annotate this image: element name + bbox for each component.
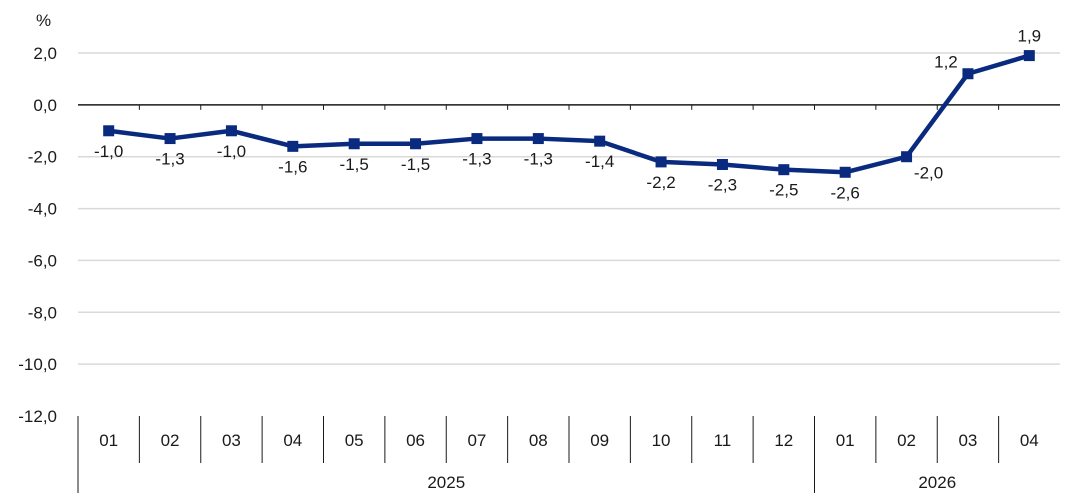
x-tick-label: 09: [590, 431, 609, 450]
data-label: -2,6: [831, 183, 860, 202]
data-point-marker: [655, 156, 667, 168]
data-label: 1,9: [1017, 27, 1041, 46]
data-point-marker: [778, 164, 790, 176]
data-label: -1,6: [278, 157, 307, 176]
x-tick-label: 08: [529, 431, 548, 450]
axes: [77, 104, 1060, 493]
x-tick-label: 06: [406, 431, 425, 450]
data-label: -1,3: [462, 150, 491, 169]
series-line: [103, 50, 1035, 178]
y-tick-label: -8,0: [28, 303, 57, 322]
data-label: -1,5: [401, 155, 430, 174]
x-tick-label: 10: [652, 431, 671, 450]
data-label: -2,5: [769, 181, 798, 200]
x-group-label: 2025: [427, 473, 465, 492]
x-tick-label: 02: [161, 431, 180, 450]
data-point-marker: [716, 158, 728, 170]
x-tick-label: 05: [345, 431, 364, 450]
data-label: -1,3: [524, 150, 553, 169]
data-point-marker: [962, 68, 974, 80]
x-axis-ticks: 01 02 03 04 05 06 07 08 09 10 11 12 01 02 03 04 2025 2026: [99, 431, 1039, 492]
data-point-marker: [164, 133, 176, 145]
data-label: -1,5: [340, 155, 369, 174]
data-point-marker: [471, 133, 483, 145]
data-label: -2,0: [914, 164, 943, 183]
y-tick-label: -10,0: [18, 355, 57, 374]
series-polyline: [108, 53, 1030, 175]
data-point-marker: [532, 133, 544, 145]
x-tick-label: 03: [222, 431, 241, 450]
y-tick-label: 0,0: [33, 96, 57, 115]
data-labels: -1,0 -1,3 -1,0 -1,6 -1,5 -1,5 -1,3 -1,3 -1,4 -2,2…: [94, 27, 1041, 203]
x-tick-label: 12: [774, 431, 793, 450]
data-point-marker: [410, 138, 422, 150]
gridlines: [78, 52, 1060, 365]
y-tick-label: -6,0: [28, 251, 57, 270]
data-point-marker: [594, 135, 606, 147]
data-label: -1,4: [585, 152, 614, 171]
data-point-marker: [103, 125, 115, 137]
data-label: -2,2: [646, 173, 675, 192]
y-tick-label: 2,0: [33, 44, 57, 63]
data-point-marker: [348, 138, 360, 150]
data-point-marker: [839, 166, 851, 178]
y-tick-label: -12,0: [18, 407, 57, 426]
x-tick-label: 01: [99, 431, 118, 450]
x-tick-label: 07: [467, 431, 486, 450]
y-axis-unit-label: %: [36, 11, 51, 30]
y-tick-label: -4,0: [28, 200, 57, 219]
x-tick-label: 03: [958, 431, 977, 450]
y-tick-label: -2,0: [28, 148, 57, 167]
data-label: -1,0: [94, 142, 123, 161]
x-tick-label: 04: [283, 431, 302, 450]
x-group-label: 2026: [918, 473, 956, 492]
y-axis-ticks: 2,0 0,0 -2,0 -4,0 -6,0 -8,0 -10,0 -12,0: [18, 44, 57, 426]
data-point-marker: [901, 151, 913, 163]
x-tick-label: 11: [714, 431, 732, 450]
x-tick-label: 02: [897, 431, 916, 450]
data-point-marker: [225, 125, 237, 137]
data-label: -1,0: [217, 142, 246, 161]
data-label: -1,3: [155, 150, 184, 169]
data-label: 1,2: [934, 53, 958, 72]
data-point-marker: [1023, 50, 1035, 62]
data-point-marker: [287, 140, 299, 152]
x-tick-label: 04: [1020, 431, 1039, 450]
x-tick-label: 01: [836, 431, 855, 450]
data-label: -2,3: [708, 175, 737, 194]
